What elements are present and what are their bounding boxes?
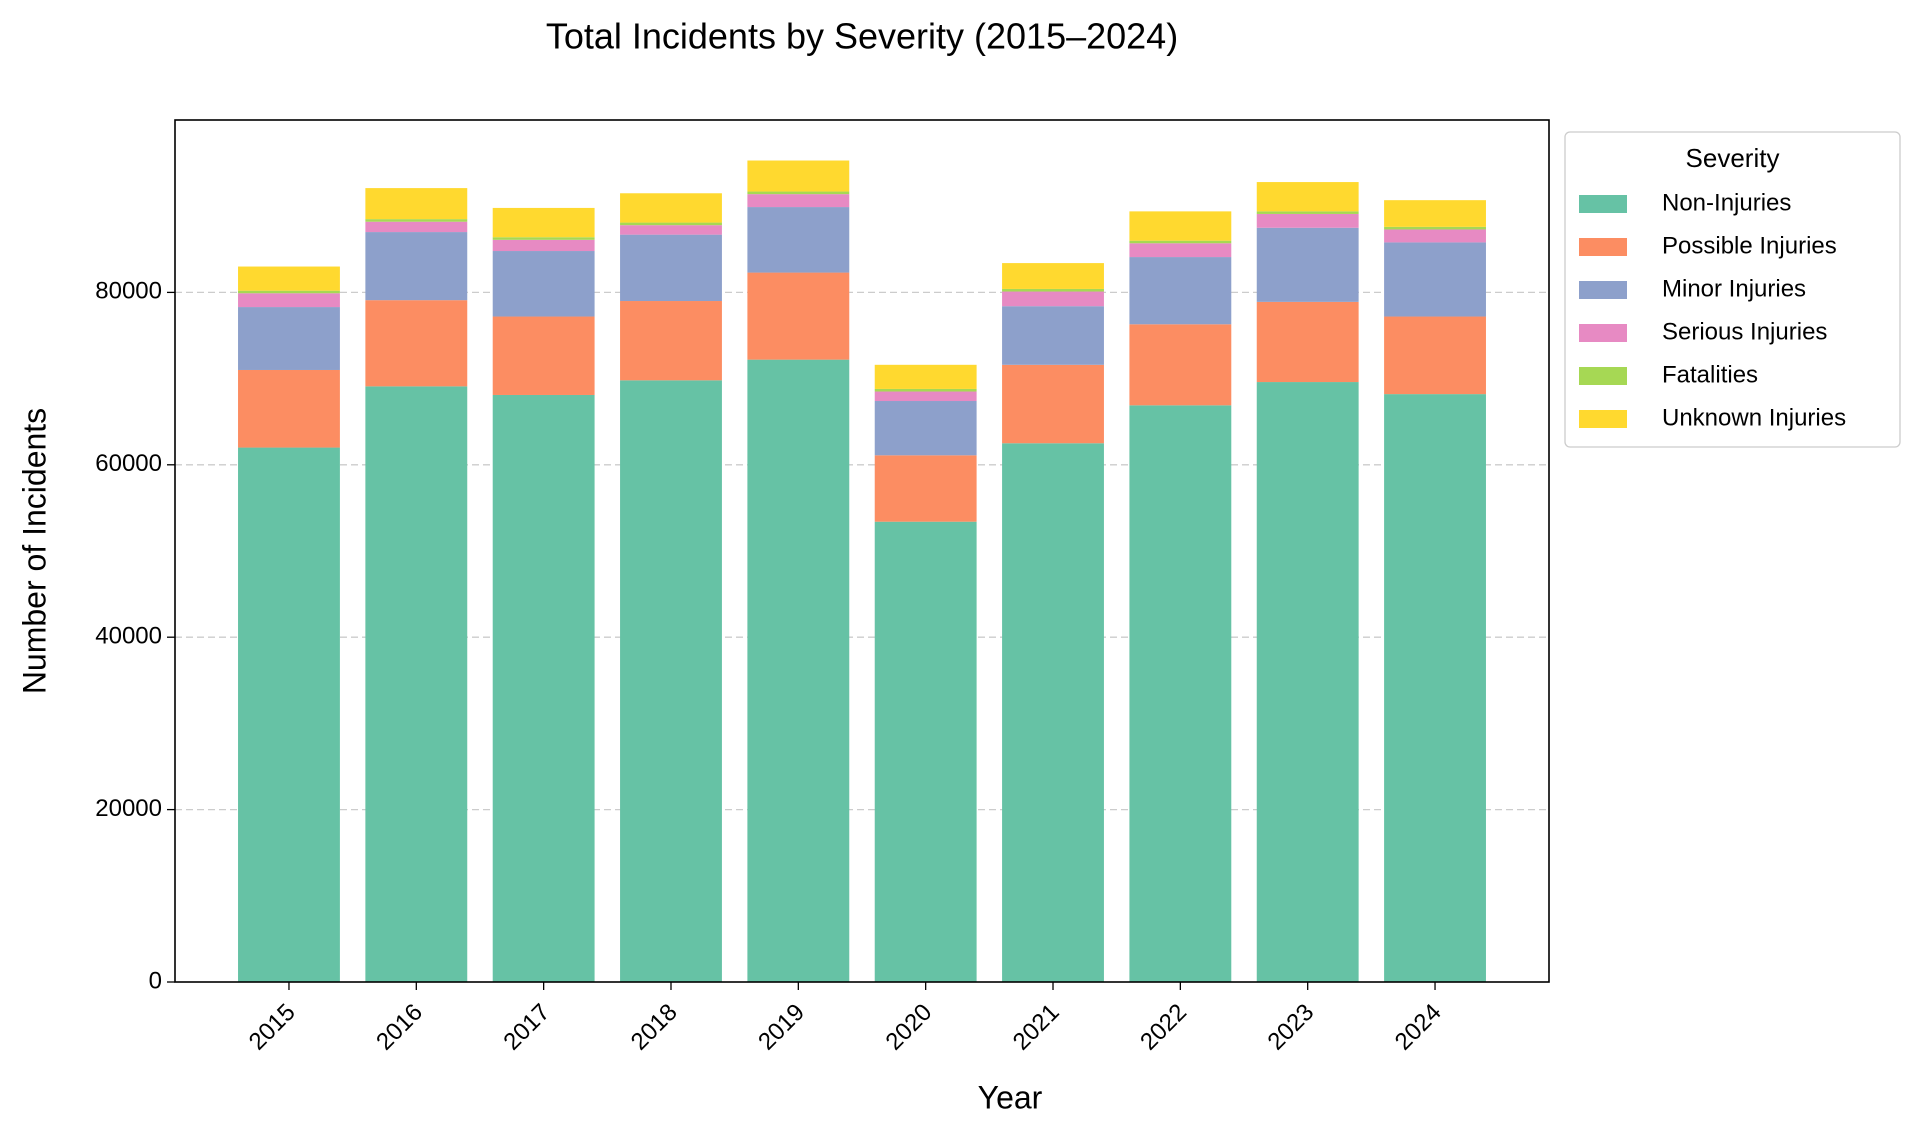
x-tick-label: 2018: [626, 999, 683, 1056]
bar-segment: [874, 401, 977, 456]
legend-swatch: [1579, 410, 1627, 428]
bar-segment: [1002, 288, 1104, 292]
bar-segment: [1129, 240, 1232, 244]
plot-frame: [174, 119, 1550, 983]
bar-segment: [874, 388, 977, 392]
y-axis-label: Number of Incidents: [16, 408, 52, 694]
bar-segment: [620, 222, 722, 226]
bar-segment: [620, 301, 722, 381]
legend-swatch: [1579, 281, 1627, 299]
bar-segment: [492, 239, 595, 252]
legend-box: [1564, 131, 1901, 448]
bar-segment: [365, 219, 468, 222]
bar-segment: [1002, 443, 1104, 982]
x-tick-label: 2021: [1008, 999, 1065, 1056]
bar-segment: [747, 272, 850, 360]
bar-segment: [1256, 227, 1359, 302]
bar-segment: [747, 160, 850, 192]
bar-segment: [1256, 213, 1359, 228]
bar-segment: [492, 251, 595, 317]
bar-segment: [874, 521, 977, 982]
y-tick-label: 60000: [95, 450, 162, 477]
bar-segment: [1129, 405, 1232, 982]
bar-segment: [1002, 291, 1104, 307]
bar-segment: [492, 207, 595, 238]
bar-segment: [1129, 211, 1232, 241]
legend-title: Severity: [1686, 143, 1780, 173]
bar-segment: [492, 316, 595, 395]
bar-segment: [874, 391, 977, 402]
bar-segment: [365, 300, 468, 387]
bar-segment: [747, 207, 850, 273]
x-tick-label: 2017: [498, 999, 555, 1056]
x-tick-label: 2024: [1390, 999, 1447, 1056]
bar-segment: [365, 221, 468, 233]
bar-segment: [1129, 243, 1232, 258]
legend-label: Serious Injuries: [1662, 318, 1827, 345]
bar-segment: [1256, 182, 1359, 212]
legend-swatch: [1579, 324, 1627, 342]
bar-segment: [238, 307, 340, 370]
legend-label: Minor Injuries: [1662, 275, 1806, 302]
bar-segment: [238, 290, 340, 294]
bar-segment: [1384, 229, 1486, 243]
x-tick-label: 2015: [244, 999, 301, 1056]
legend-label: Possible Injuries: [1662, 232, 1837, 259]
bar-segment: [874, 455, 977, 522]
bar-segment: [1384, 316, 1486, 395]
bar-segment: [620, 225, 722, 235]
bar-segment: [1002, 306, 1104, 365]
bar-segment: [1002, 263, 1104, 289]
bar-segment: [1256, 211, 1359, 214]
bar-segment: [620, 193, 722, 223]
bar-segment: [747, 359, 850, 982]
bar-segment: [620, 234, 722, 302]
x-tick-label: 2016: [371, 999, 428, 1056]
legend-swatch: [1579, 195, 1627, 213]
x-tick-label: 2019: [753, 999, 810, 1056]
chart-title: Total Incidents by Severity (2015–2024): [546, 16, 1178, 57]
y-tick-label: 40000: [95, 623, 162, 650]
legend-label: Fatalities: [1662, 361, 1758, 388]
bar-segment: [1384, 200, 1486, 227]
bar-segment: [238, 369, 340, 448]
bar-segment: [238, 266, 340, 291]
legend-swatch: [1579, 367, 1627, 385]
x-tick-label: 2023: [1263, 999, 1320, 1056]
bar-segment: [1384, 242, 1486, 317]
legend-label: Non-Injuries: [1662, 189, 1791, 216]
bar-segment: [1256, 301, 1359, 383]
legend-label: Unknown Injuries: [1662, 404, 1846, 431]
bar-segment: [238, 293, 340, 308]
y-tick-label: 80000: [95, 278, 162, 305]
bar-segment: [747, 191, 850, 195]
x-axis-label: Year: [978, 1079, 1043, 1115]
bar-segment: [747, 194, 850, 208]
y-tick-label: 0: [149, 967, 162, 994]
bar-segment: [1256, 382, 1359, 983]
y-tick-label: 20000: [95, 795, 162, 822]
bar-segment: [1384, 226, 1486, 230]
bar-segment: [365, 386, 468, 982]
bar-segment: [492, 394, 595, 982]
bar-segment: [365, 232, 468, 301]
bar-segment: [1384, 394, 1486, 983]
bar-segment: [874, 364, 977, 389]
x-tick-label: 2020: [880, 999, 937, 1056]
bar-segment: [492, 237, 595, 240]
bar-segment: [1129, 257, 1232, 325]
bar-segment: [1002, 364, 1104, 444]
bar-segment: [620, 380, 722, 983]
bar-segment: [238, 447, 340, 982]
bar-segment: [365, 188, 468, 220]
x-tick-label: 2022: [1135, 999, 1192, 1056]
bar-segment: [1129, 324, 1232, 406]
legend-swatch: [1579, 238, 1627, 256]
